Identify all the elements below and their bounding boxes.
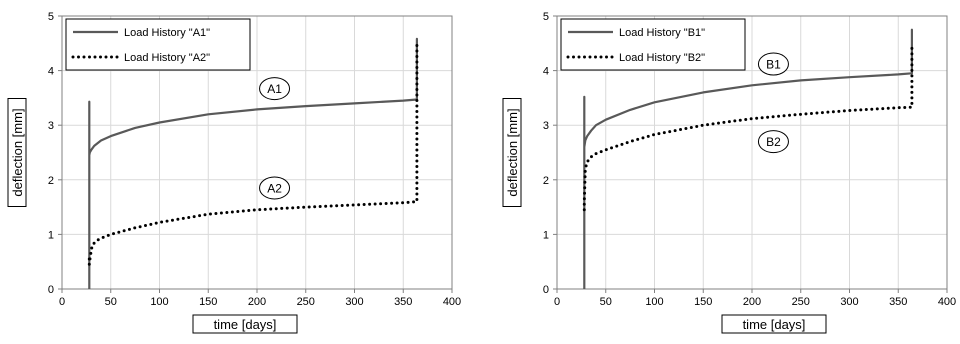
x-tick-label: 100 xyxy=(150,296,168,308)
x-tick-label: 350 xyxy=(394,296,412,308)
annotation-label: B1 xyxy=(766,58,781,72)
y-axis-title: deflection [mm] xyxy=(7,98,27,207)
legend: Load History "A1" Load History "A2" xyxy=(65,18,251,71)
x-axis-title-box xyxy=(721,314,827,334)
x-tick-label: 150 xyxy=(199,296,217,308)
curve-annotation: B1 xyxy=(757,52,789,76)
y-tick-label: 3 xyxy=(543,120,549,132)
legend-box xyxy=(65,18,251,71)
annotation-label: B2 xyxy=(766,135,781,149)
y-tick-label: 2 xyxy=(543,175,549,187)
legend-label: Load History "A2" xyxy=(124,52,210,64)
x-tick-label: 0 xyxy=(59,296,65,308)
x-axis-title: time [days] xyxy=(721,314,827,334)
x-tick-label: 100 xyxy=(645,296,663,308)
y-tick-label: 3 xyxy=(48,120,54,132)
x-tick-label: 0 xyxy=(554,296,560,308)
x-tick-label: 300 xyxy=(840,296,858,308)
annotation-label: A2 xyxy=(267,181,282,195)
x-axis-title-box xyxy=(192,314,298,334)
y-tick-label: 1 xyxy=(48,229,54,241)
y-tick-label: 5 xyxy=(48,11,54,23)
series-line-b2 xyxy=(582,46,914,212)
annotation-ellipse xyxy=(259,77,291,101)
series-line-a2 xyxy=(87,41,419,266)
legend-label: Load History "B1" xyxy=(619,27,705,39)
x-tick-label: 400 xyxy=(443,296,461,308)
x-tick-label: 350 xyxy=(889,296,907,308)
y-axis-title-text: deflection [mm] xyxy=(10,108,25,196)
legend-box xyxy=(560,18,746,71)
y-tick-label: 2 xyxy=(48,175,54,187)
curve-annotation: A2 xyxy=(259,176,291,200)
y-tick-label: 4 xyxy=(543,66,549,78)
x-tick-label: 250 xyxy=(297,296,315,308)
x-tick-label: 400 xyxy=(938,296,956,308)
curve-annotation: A1 xyxy=(259,77,291,101)
y-tick-label: 5 xyxy=(543,11,549,23)
y-tick-label: 0 xyxy=(48,284,54,296)
x-tick-label: 150 xyxy=(694,296,712,308)
x-tick-label: 200 xyxy=(743,296,761,308)
y-axis-title-box xyxy=(502,98,522,207)
annotation-ellipse xyxy=(757,130,789,154)
legend: Load History "B1" Load History "B2" xyxy=(560,18,746,71)
y-axis-title: deflection [mm] xyxy=(502,98,522,207)
x-tick-label: 300 xyxy=(345,296,363,308)
y-axis-title-box xyxy=(7,98,27,207)
legend-label: Load History "A1" xyxy=(124,27,210,39)
y-axis-title-text: deflection [mm] xyxy=(505,108,520,196)
x-axis-title-text: time [days] xyxy=(743,317,806,332)
x-tick-label: 250 xyxy=(792,296,810,308)
y-tick-label: 4 xyxy=(48,66,54,78)
y-tick-label: 0 xyxy=(543,284,549,296)
legend-label: Load History "B2" xyxy=(619,52,705,64)
x-tick-label: 50 xyxy=(105,296,117,308)
x-tick-label: 50 xyxy=(600,296,612,308)
y-tick-label: 1 xyxy=(543,229,549,241)
series-line-b1 xyxy=(583,28,914,289)
x-tick-label: 200 xyxy=(248,296,266,308)
x-axis-title-text: time [days] xyxy=(214,317,277,332)
chart-1: 0 50 100 150 200 250 300 350 400 0 1 2 3 4 5 A1 A2 Load H… xyxy=(7,11,461,334)
chart-2: 0 50 100 150 200 250 300 350 400 0 1 2 3 4 5 B1 B2 Load H… xyxy=(502,11,956,334)
series-line-a1 xyxy=(88,37,418,289)
x-axis-title: time [days] xyxy=(192,314,298,334)
curve-annotation: B2 xyxy=(757,130,789,154)
annotation-label: A1 xyxy=(267,82,282,96)
annotation-ellipse xyxy=(259,176,291,200)
annotation-ellipse xyxy=(757,52,789,76)
